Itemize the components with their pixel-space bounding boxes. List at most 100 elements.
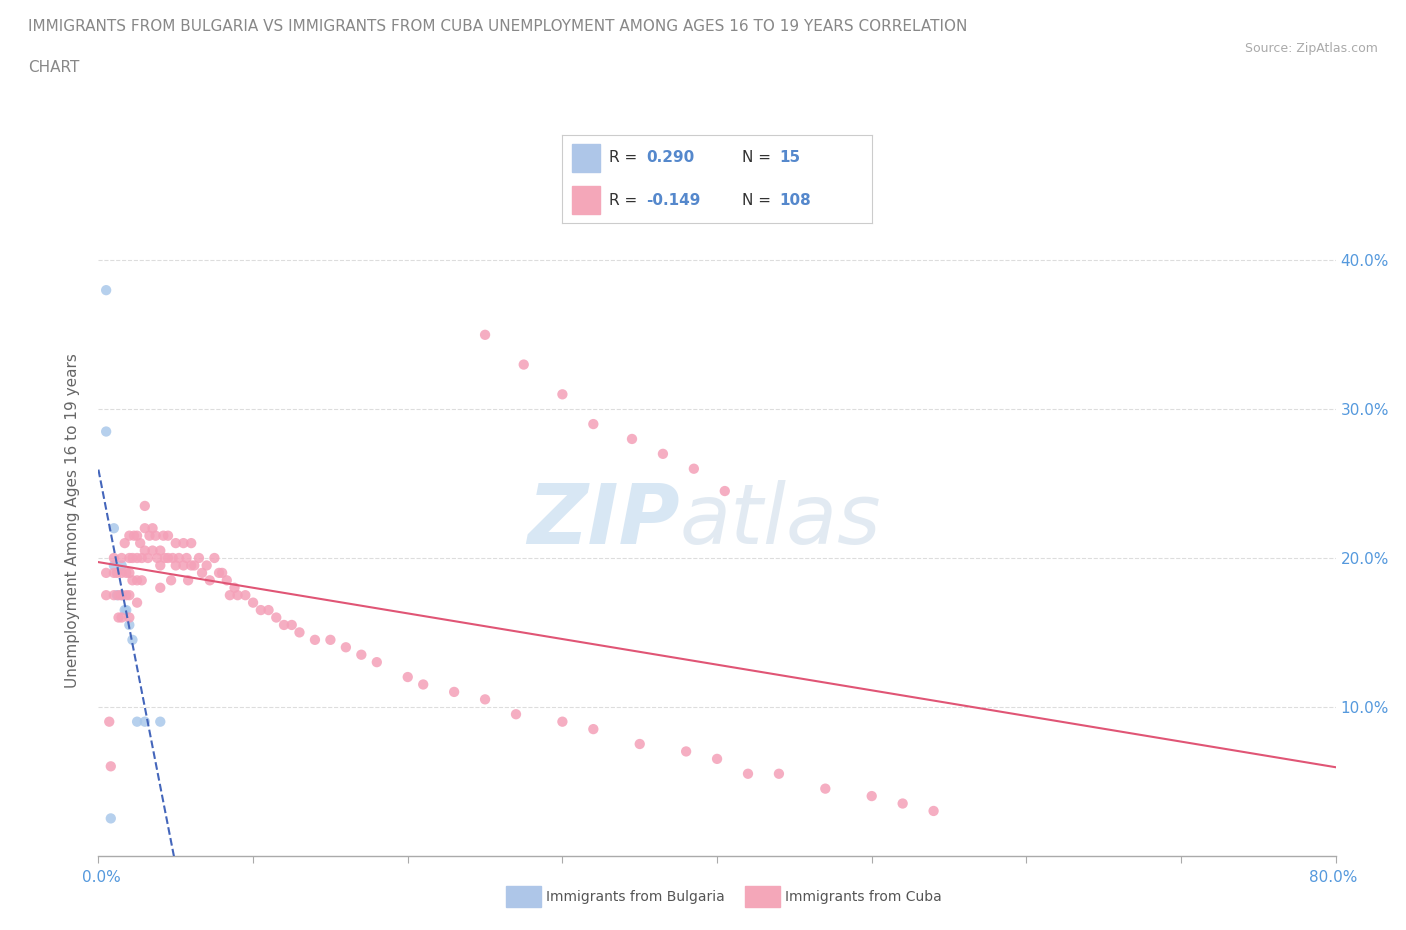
Text: atlas: atlas (681, 480, 882, 562)
Point (211, 565, 233, 580)
Point (103, 558, 125, 573)
Text: Source: ZipAtlas.com: Source: ZipAtlas.com (1244, 42, 1378, 55)
Point (288, 625, 311, 640)
Point (219, 588, 242, 603)
Point (138, 528, 160, 543)
Point (149, 714, 172, 729)
Point (173, 558, 195, 573)
Point (100, 811, 122, 826)
Text: Immigrants from Cuba: Immigrants from Cuba (785, 889, 941, 904)
Point (131, 573, 153, 588)
Point (111, 558, 134, 573)
Point (242, 595, 264, 610)
Point (505, 707, 527, 722)
Text: CHART: CHART (28, 60, 80, 75)
Point (250, 603, 273, 618)
Point (111, 588, 134, 603)
Point (257, 603, 280, 618)
Text: N =: N = (742, 193, 776, 207)
Point (103, 551, 125, 565)
Point (652, 446, 675, 461)
Point (118, 588, 141, 603)
Point (860, 789, 883, 804)
Point (127, 714, 149, 729)
Point (737, 766, 759, 781)
Text: IMMIGRANTS FROM BULGARIA VS IMMIGRANTS FROM CUBA UNEMPLOYMENT AMONG AGES 16 TO 1: IMMIGRANTS FROM BULGARIA VS IMMIGRANTS F… (28, 19, 967, 33)
Text: 0.0%: 0.0% (82, 870, 121, 884)
Point (226, 588, 249, 603)
Point (149, 580, 172, 595)
Point (167, 551, 190, 565)
Point (105, 588, 128, 603)
Text: ZIP: ZIP (527, 480, 681, 562)
Point (127, 551, 149, 565)
Point (266, 610, 288, 625)
Point (474, 692, 496, 707)
Point (136, 551, 159, 565)
Point (768, 766, 790, 781)
Point (96, 424, 118, 439)
Point (513, 357, 536, 372)
Text: R =: R = (609, 151, 643, 166)
Point (134, 714, 156, 729)
Point (118, 551, 141, 565)
Point (706, 751, 728, 766)
Text: 80.0%: 80.0% (1309, 870, 1357, 884)
Point (891, 796, 914, 811)
Point (198, 573, 221, 588)
Point (118, 565, 141, 580)
Point (103, 521, 125, 536)
Point (191, 565, 214, 580)
Point (195, 558, 218, 573)
Point (111, 565, 134, 580)
Point (304, 632, 326, 647)
Point (366, 655, 388, 670)
Point (474, 327, 496, 342)
Point (551, 387, 574, 402)
Point (134, 521, 156, 536)
Point (96, 588, 118, 603)
Point (412, 677, 434, 692)
Point (111, 610, 134, 625)
Point (621, 432, 644, 446)
Point (922, 804, 945, 818)
Point (127, 528, 149, 543)
Point (281, 618, 304, 632)
Point (129, 536, 152, 551)
Point (121, 551, 143, 565)
Point (149, 558, 172, 573)
Point (134, 498, 156, 513)
Point (96, 283, 118, 298)
Point (115, 603, 138, 618)
Point (335, 640, 357, 655)
Point (103, 588, 125, 603)
Point (122, 528, 145, 543)
Point (208, 565, 231, 580)
Point (114, 536, 136, 551)
Point (215, 573, 238, 588)
Point (157, 551, 180, 565)
Point (115, 588, 138, 603)
Point (714, 484, 737, 498)
Point (107, 610, 129, 625)
Point (157, 528, 180, 543)
Point (165, 558, 187, 573)
Point (628, 737, 651, 751)
Point (146, 551, 169, 565)
Point (131, 551, 153, 565)
Point (105, 565, 128, 580)
Point (121, 632, 143, 647)
Point (134, 543, 156, 558)
Point (176, 551, 198, 565)
Point (121, 573, 143, 588)
Text: 108: 108 (779, 193, 811, 207)
Point (165, 536, 187, 551)
Point (162, 551, 184, 565)
Point (180, 536, 202, 551)
Point (100, 759, 122, 774)
Point (224, 580, 246, 595)
Point (149, 543, 172, 558)
Point (273, 618, 295, 632)
Point (396, 670, 419, 684)
Point (98, 714, 121, 729)
